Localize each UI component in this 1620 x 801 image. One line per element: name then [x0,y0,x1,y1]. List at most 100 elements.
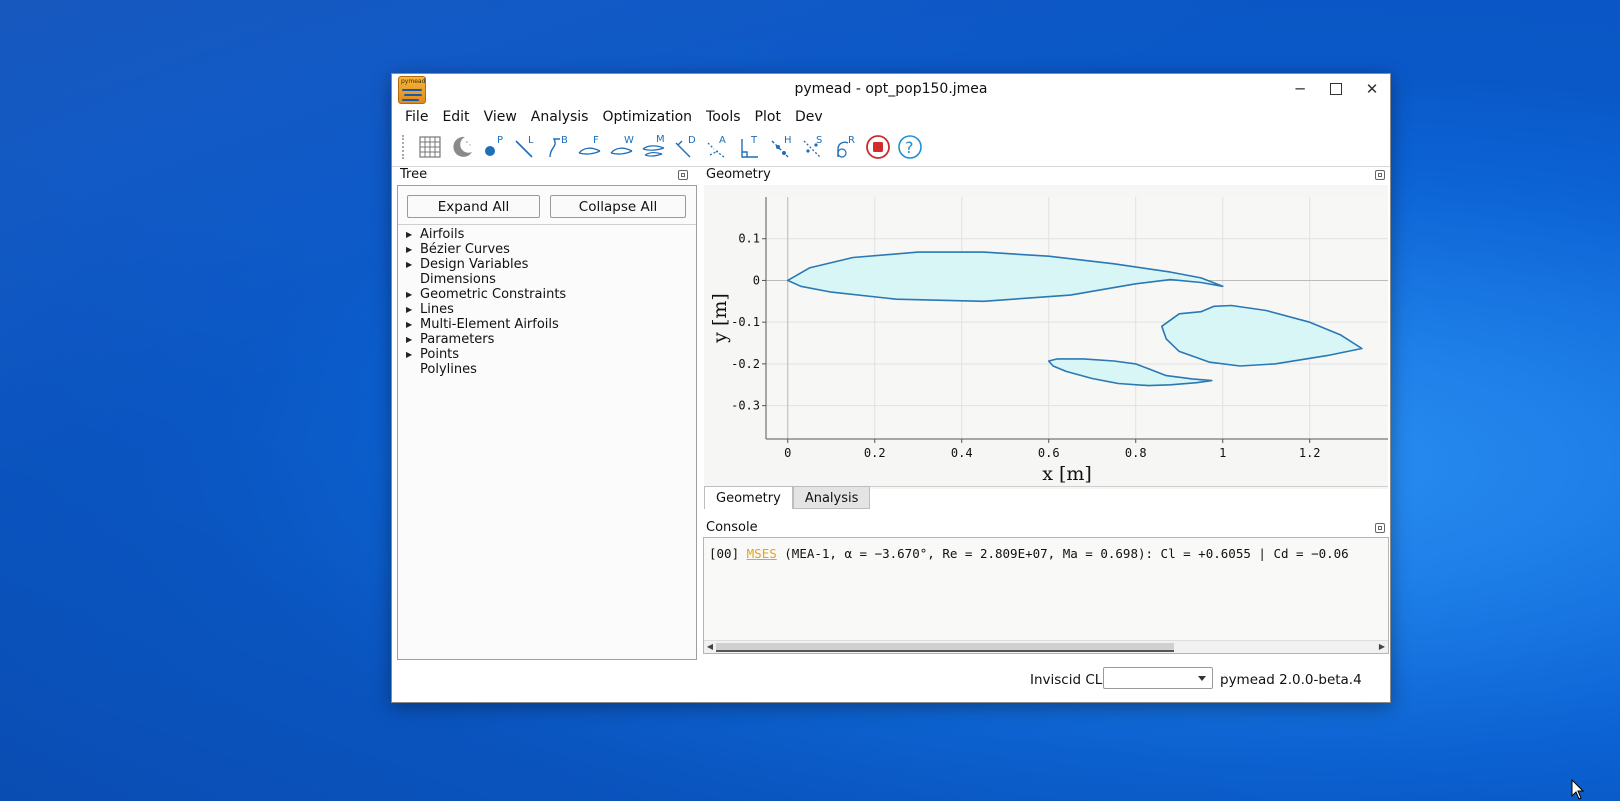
status-bar: Inviscid CL pymead 2.0.0-beta.4 [392,663,1390,693]
tree-item-label: Dimensions [420,272,496,287]
expand-arrow-icon[interactable]: ▶ [406,335,413,344]
menu-optimization[interactable]: Optimization [602,109,693,125]
console-float-button[interactable] [1375,523,1385,533]
angle-tool-button[interactable]: A [702,132,734,162]
tree-float-button[interactable] [678,170,688,180]
y-tick-label: 0 [753,273,760,287]
grid-icon [419,136,441,158]
expand-arrow-icon[interactable]: ▶ [406,320,413,329]
tree-item-label: Design Variables [420,257,529,272]
stop-button[interactable] [862,132,894,162]
tree-item[interactable]: Polylines [406,362,566,377]
toolbar-grip[interactable] [402,135,408,159]
grid-button[interactable] [414,132,446,162]
tree-item[interactable]: ▶ Lines [406,302,566,317]
geometry-panel-title: Geometry [706,167,771,182]
pymead-app-icon: pymead [398,76,426,104]
toolbar-divider [392,166,1390,167]
console-mses-link[interactable]: MSES [746,546,777,561]
svg-text:?: ? [905,138,914,157]
expand-arrow-icon[interactable]: ▶ [406,260,413,269]
airfoil-shape[interactable] [1047,358,1213,387]
perpendicular-T-icon: T [741,135,758,158]
menu-tools[interactable]: Tools [706,109,741,125]
distance-tool-button[interactable]: D [670,132,702,162]
tool-letter-M: M [656,134,665,145]
tree-item[interactable]: ▶ Airfoils [406,227,566,242]
help-button[interactable]: ? [894,132,926,162]
expand-arrow-icon[interactable]: ▶ [406,305,413,314]
tree-item[interactable]: Dimensions [406,272,566,287]
console-output[interactable]: [00] MSES (MEA-1, α = −3.670°, Re = 2.80… [703,537,1389,654]
distance-D-icon: D [675,135,696,158]
inviscid-cl-label: Inviscid CL [1030,672,1103,688]
stop-icon [866,135,890,159]
maximize-button[interactable] [1318,74,1354,104]
hinge-tool-button[interactable]: H [766,132,798,162]
tree-item[interactable]: ▶ Geometric Constraints [406,287,566,302]
tab-geometry[interactable]: Geometry [704,486,793,509]
app-icon-label: pymead [401,78,426,85]
menu-plot[interactable]: Plot [754,109,781,125]
mea-tool-button[interactable]: M [638,132,670,162]
menu-edit[interactable]: Edit [442,109,470,125]
airfoil-plot[interactable]: 0 0.2 0.4 0.6 0.8 1 1.2 0.1 0 -0.1 -0.2 -0.3 x [m] y … [704,185,1388,489]
geometry-float-button[interactable] [1375,170,1385,180]
symmetry-tool-button[interactable]: S [798,132,830,162]
close-button[interactable]: ✕ [1354,74,1390,104]
expand-arrow-icon[interactable]: ▶ [406,245,413,254]
airfoil-shape[interactable] [1161,304,1363,367]
tool-letter-W: W [624,135,634,146]
collapse-all-button[interactable]: Collapse All [550,195,686,218]
web-tool-button[interactable]: W [606,132,638,162]
roc-tool-button[interactable]: R [830,132,862,162]
tool-letter-P: P [497,135,503,146]
expand-arrow-icon[interactable]: ▶ [406,350,413,359]
tree-item[interactable]: ▶ Bézier Curves [406,242,566,257]
menu-analysis[interactable]: Analysis [530,109,589,125]
tab-analysis[interactable]: Analysis [792,486,871,509]
tree-item-label: Airfoils [420,227,465,242]
perpendicular-tool-button[interactable]: T [734,132,766,162]
toolbar: P L B F W M D A T H S R [392,131,1390,163]
menu-view[interactable]: View [483,109,517,125]
tree-item[interactable]: ▶ Points [406,347,566,362]
tab-bar: Geometry Analysis [704,486,871,510]
scroll-right-icon[interactable]: ▶ [1378,642,1386,651]
dark-mode-button[interactable] [446,132,478,162]
line-tool-button[interactable]: L [510,132,542,162]
scrollbar-thumb[interactable] [716,643,1174,652]
menu-dev[interactable]: Dev [794,109,823,125]
version-label: pymead 2.0.0-beta.4 [1220,672,1362,688]
inviscid-cl-combo[interactable] [1103,667,1213,689]
roc-R-icon: R [837,135,855,158]
ferguson-tool-button[interactable]: F [574,132,606,162]
help-icon: ? [898,135,922,159]
tree-separator [398,224,696,225]
menu-file[interactable]: File [405,109,429,125]
point-tool-button[interactable]: P [478,132,510,162]
tree-item-label: Multi-Element Airfoils [420,317,559,332]
console-panel-title: Console [706,520,758,535]
x-axis-title: x [m] [1042,463,1092,485]
tool-letter-A: A [719,135,726,146]
bezier-tool-button[interactable]: B [542,132,574,162]
tree-item[interactable]: ▶ Multi-Element Airfoils [406,317,566,332]
tree-item-label: Points [420,347,460,362]
airfoil-shape[interactable] [786,251,1224,303]
minimize-button[interactable]: ─ [1282,74,1318,104]
x-tick-label: 0.8 [1125,446,1147,460]
expand-all-button[interactable]: Expand All [407,195,540,218]
tree-item[interactable]: ▶ Parameters [406,332,566,347]
console-line-prefix: [00] [709,546,747,561]
expand-arrow-icon[interactable]: ▶ [406,230,413,239]
tree-item[interactable]: ▶ Design Variables [406,257,566,272]
tool-letter-B: B [561,135,568,146]
tool-letter-L: L [528,135,534,146]
scroll-left-icon[interactable]: ◀ [706,642,714,651]
tool-letter-D: D [688,135,696,146]
tool-letter-H: H [784,135,792,146]
expand-arrow-icon[interactable]: ▶ [406,290,413,299]
y-tick-label: -0.3 [731,399,760,413]
console-horizontal-scrollbar[interactable]: ◀ ▶ [704,640,1388,653]
